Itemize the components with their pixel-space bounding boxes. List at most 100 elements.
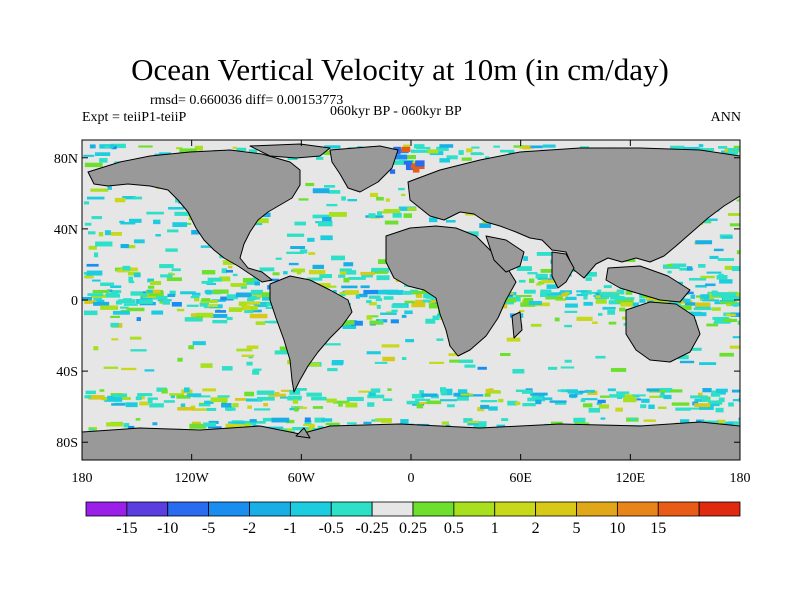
velocity-anomaly-cell [670,389,683,393]
velocity-anomaly-cell [377,211,382,216]
velocity-anomaly-cell [567,391,584,394]
velocity-anomaly-cell [547,292,562,296]
velocity-anomaly-cell [358,390,372,393]
velocity-anomaly-cell [703,220,710,223]
velocity-anomaly-cell [112,292,119,296]
velocity-anomaly-cell [104,230,111,236]
velocity-anomaly-cell [383,296,394,300]
velocity-anomaly-cell [576,293,588,297]
velocity-anomaly-cell [721,150,732,155]
velocity-anomaly-cell [600,395,610,398]
velocity-anomaly-cell [149,280,162,285]
velocity-anomaly-cell [401,357,407,361]
velocity-anomaly-cell [254,408,271,411]
velocity-anomaly-cell [602,306,616,310]
velocity-anomaly-cell [201,270,216,275]
velocity-anomaly-cell [700,420,719,425]
velocity-anomaly-cell [415,398,431,401]
velocity-anomaly-cell [323,185,336,188]
velocity-anomaly-cell [378,319,384,323]
velocity-anomaly-cell [133,239,145,244]
velocity-anomaly-cell [101,397,110,401]
velocity-anomaly-cell [91,294,106,298]
velocity-anomaly-cell [204,400,214,404]
velocity-anomaly-cell [620,302,633,307]
velocity-anomaly-cell [727,148,740,152]
stats-line: rmsd= 0.660036 diff= 0.00153773 [150,93,344,108]
lon-tick-label: 60E [509,471,532,486]
velocity-anomaly-cell [545,296,557,300]
velocity-anomaly-cell [522,145,531,150]
velocity-anomaly-cell [403,144,410,149]
velocity-anomaly-cell [680,305,692,311]
velocity-anomaly-cell [675,407,691,411]
velocity-anomaly-cell [234,398,247,401]
velocity-anomaly-cell [382,356,395,362]
velocity-anomaly-cell [550,421,563,425]
velocity-anomaly-cell [368,302,377,306]
velocity-anomaly-cell [244,423,252,429]
velocity-anomaly-cell [554,317,560,322]
velocity-anomaly-cell [127,271,140,276]
velocity-anomaly-cell [484,156,490,159]
velocity-anomaly-cell [540,268,554,273]
velocity-anomaly-cell [537,277,549,280]
velocity-anomaly-cell [430,299,435,304]
velocity-anomaly-cell [168,273,175,276]
velocity-anomaly-cell [411,290,428,294]
velocity-anomaly-cell [542,144,556,148]
velocity-anomaly-cell [508,150,515,155]
velocity-anomaly-cell [317,425,324,430]
velocity-anomaly-cell [703,295,709,300]
velocity-anomaly-cell [366,300,372,304]
velocity-anomaly-cell [716,419,726,424]
velocity-anomaly-cell [312,264,324,269]
velocity-anomaly-cell [254,281,260,286]
velocity-anomaly-cell [398,187,405,191]
velocity-anomaly-cell [190,296,200,299]
velocity-anomaly-cell [588,407,601,413]
velocity-anomaly-cell [458,359,474,363]
velocity-anomaly-cell [684,407,699,410]
landmass-eurasia [407,147,740,279]
lat-tick-label: 40S [56,365,78,380]
velocity-anomaly-cell [722,296,740,301]
velocity-anomaly-cell [346,422,357,425]
velocity-anomaly-cell [169,393,184,396]
velocity-anomaly-cell [582,403,593,408]
velocity-anomaly-cell [199,302,209,307]
velocity-anomaly-cell [132,196,143,200]
velocity-anomaly-cell [446,155,458,160]
velocity-anomaly-cell [368,391,376,397]
velocity-anomaly-cell [391,309,398,313]
velocity-anomaly-cell [228,421,246,424]
velocity-anomaly-cell [645,298,657,301]
velocity-anomaly-cell [346,396,364,402]
velocity-anomaly-cell [439,399,458,402]
velocity-anomaly-cell [718,397,725,403]
velocity-anomaly-cell [325,422,340,426]
velocity-anomaly-cell [370,315,379,318]
velocity-anomaly-cell [699,362,717,366]
velocity-anomaly-cell [370,270,388,274]
velocity-anomaly-cell [480,404,490,409]
velocity-anomaly-cell [615,407,623,412]
velocity-anomaly-cell [512,368,525,374]
velocity-anomaly-cell [690,395,707,399]
velocity-anomaly-cell [265,306,277,310]
velocity-anomaly-cell [83,201,90,205]
velocity-anomaly-cell [729,302,740,307]
velocity-anomaly-cell [727,151,739,155]
velocity-anomaly-cell [406,155,416,160]
velocity-anomaly-cell [587,390,598,395]
velocity-anomaly-cell [88,245,97,250]
velocity-anomaly-cell [723,292,739,297]
velocity-anomaly-cell [292,399,299,404]
velocity-anomaly-cell [727,213,740,216]
velocity-anomaly-cell [247,297,261,300]
velocity-anomaly-cell [416,404,424,409]
velocity-anomaly-cell [289,407,300,411]
velocity-anomaly-cell [324,145,341,149]
velocity-anomaly-cell [341,196,346,201]
velocity-anomaly-cell [172,222,188,227]
